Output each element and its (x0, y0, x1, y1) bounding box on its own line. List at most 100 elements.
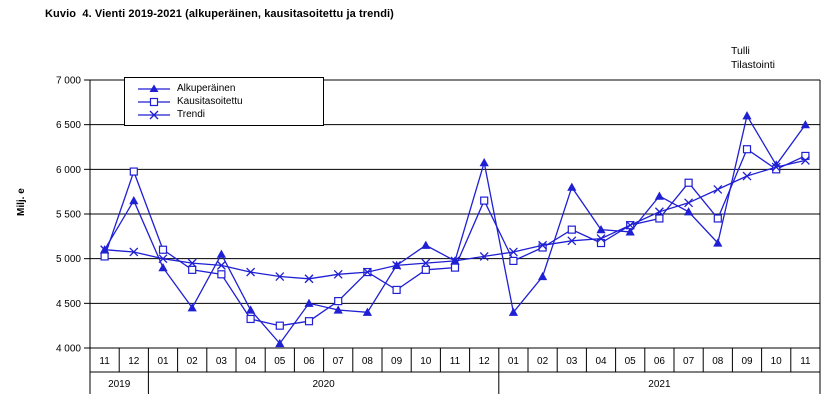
data-point-triangle (246, 305, 256, 314)
data-point-square (304, 317, 314, 326)
data-point-x (625, 220, 635, 230)
data-point-square (742, 145, 752, 154)
month-tick-label: 11 (800, 356, 811, 367)
month-tick-label: 07 (683, 356, 695, 367)
legend-entry-trendi: Trendi (137, 108, 323, 121)
data-point-square (217, 270, 226, 279)
data-point-triangle (742, 111, 752, 120)
data-point-square (538, 243, 547, 252)
data-point-x (654, 207, 664, 217)
data-point-square (596, 238, 606, 248)
source-watermark: Tulli Tilastointi (731, 44, 775, 72)
series-line-square-open (103, 148, 806, 327)
year-label: 2019 (108, 379, 131, 390)
data-point-square (158, 245, 168, 254)
legend-entry-alkuperainen: Alkuperäinen (137, 82, 323, 95)
y-tick-label: 6 500 (56, 120, 81, 131)
data-point-x (275, 272, 285, 281)
y-tick-label: 5 500 (56, 210, 81, 221)
month-tick-label: 06 (654, 356, 666, 367)
legend-label: Alkuperäinen (177, 82, 236, 94)
data-point-x (479, 251, 489, 261)
data-point-x (684, 198, 694, 208)
data-point-triangle (800, 120, 810, 129)
data-point-square (713, 214, 722, 223)
y-tick-label: 6 000 (56, 165, 81, 176)
data-point-triangle (713, 238, 723, 247)
data-point-square (655, 214, 664, 223)
month-tick-label: 09 (741, 356, 753, 367)
data-point-x (187, 258, 197, 268)
month-tick-label: 03 (216, 356, 228, 367)
month-tick-label: 07 (333, 356, 345, 367)
data-point-square (129, 167, 138, 176)
data-point-x (596, 234, 606, 244)
data-point-square (450, 263, 460, 272)
year-label: 2020 (312, 379, 335, 390)
data-point-triangle (187, 303, 197, 312)
month-tick-label: 01 (157, 356, 169, 367)
data-point-square (100, 252, 109, 261)
data-point-x (567, 236, 577, 246)
data-point-triangle (567, 182, 577, 191)
data-point-triangle (304, 298, 314, 307)
data-point-triangle (625, 227, 635, 236)
legend-entry-kausitasoitettu: Kausitasoitettu (137, 95, 323, 108)
y-tick-label: 5 000 (56, 254, 81, 265)
month-tick-label: 05 (625, 356, 637, 367)
data-point-square (509, 256, 518, 265)
data-point-x (392, 260, 402, 270)
legend-label: Kausitasoitettu (177, 95, 243, 107)
watermark-line-2: Tilastointi (731, 59, 775, 71)
data-point-x (421, 258, 431, 268)
data-point-square (421, 265, 430, 274)
data-point-triangle (596, 225, 606, 234)
data-point-square (188, 265, 197, 274)
month-tick-label: 06 (303, 356, 315, 367)
data-point-triangle (129, 196, 139, 205)
series-line-triangle-filled (104, 113, 806, 345)
data-point-x (771, 162, 781, 172)
y-tick-label: 7 000 (56, 76, 81, 87)
data-point-square (275, 321, 284, 330)
legend-label: Trendi (177, 108, 205, 120)
data-point-x (246, 267, 256, 277)
triangle-marker-icon (138, 84, 170, 92)
month-tick-label: 12 (128, 356, 140, 367)
month-tick-label: 03 (566, 356, 578, 367)
data-point-x (129, 247, 139, 257)
data-point-triangle (654, 191, 664, 200)
month-tick-label: 02 (187, 356, 199, 367)
data-point-triangle (538, 271, 548, 281)
y-tick-label: 4 000 (56, 344, 81, 355)
square-marker-icon (138, 97, 170, 107)
month-tick-label: 04 (245, 356, 257, 367)
month-tick-label: 09 (391, 356, 403, 367)
data-point-triangle (421, 240, 431, 249)
data-point-square (334, 297, 343, 306)
data-point-x (800, 155, 810, 165)
data-point-square (801, 151, 810, 161)
month-tick-label: 08 (712, 356, 724, 367)
legend: Alkuperäinen Kausitasoitettu Trendi (124, 77, 324, 126)
data-point-square (392, 285, 401, 295)
watermark-line-1: Tulli (731, 45, 750, 57)
data-point-x (158, 254, 168, 264)
data-point-square (684, 178, 693, 187)
data-point-x (304, 274, 314, 284)
month-tick-label: 02 (537, 356, 549, 367)
data-point-square (772, 165, 781, 174)
year-label: 2021 (648, 379, 671, 390)
data-point-triangle (216, 249, 226, 258)
month-tick-label: 04 (595, 356, 607, 367)
data-point-x (742, 171, 752, 181)
data-point-x (100, 245, 110, 255)
data-point-square (480, 196, 489, 205)
month-tick-label: 01 (508, 356, 520, 367)
month-tick-label: 10 (771, 356, 783, 367)
y-tick-label: 4 500 (56, 299, 81, 310)
data-point-triangle (158, 263, 168, 272)
month-tick-label: 12 (479, 356, 491, 367)
